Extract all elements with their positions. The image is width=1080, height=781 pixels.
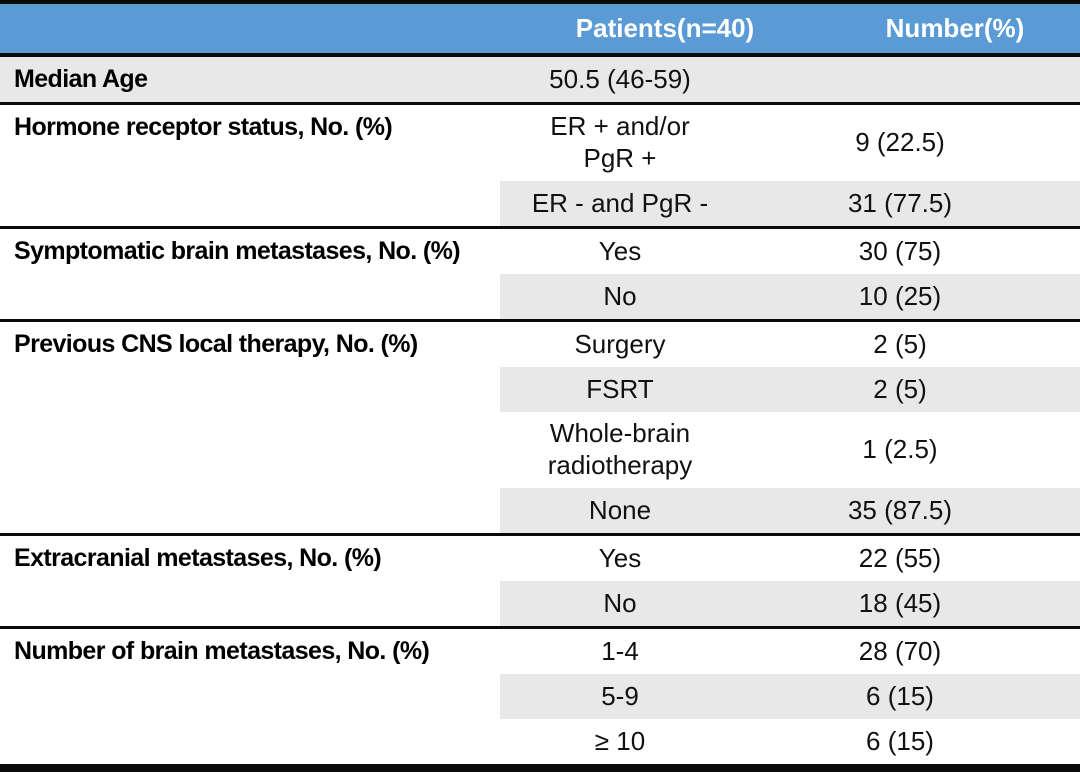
table-row: Yes 22 (55) xyxy=(500,536,1080,581)
table-row: 1-4 28 (70) xyxy=(500,629,1080,674)
patients-cell: Whole-brain radiotherapy xyxy=(547,418,693,480)
number-cell: 30 (75) xyxy=(858,235,942,266)
patients-cell: No xyxy=(603,280,637,311)
group-label: Median Age xyxy=(14,65,148,93)
table-body: Median Age 50.5 (46-59) Hormone receptor s… xyxy=(0,57,1080,764)
table-row: ER + and/or PgR + 9 (22.5) xyxy=(500,105,1080,181)
group-label: Extracranial metastases, No. (%) xyxy=(14,544,382,572)
table-row: 5-9 6 (15) xyxy=(500,674,1080,719)
table-group: Symptomatic brain metastases, No. (%) Yes… xyxy=(0,229,1080,319)
table-row: Whole-brain radiotherapy 1 (2.5) xyxy=(500,412,1080,488)
group-separator xyxy=(0,533,1080,536)
patients-cell: Surgery xyxy=(574,328,666,359)
table-row: No 10 (25) xyxy=(500,274,1080,319)
number-cell: 18 (45) xyxy=(858,587,942,618)
table-row: 50.5 (46-59) xyxy=(500,57,1080,102)
number-cell: 2 (5) xyxy=(873,373,927,404)
table-row: ≥ 10 6 (15) xyxy=(500,719,1080,764)
table-group: Extracranial metastases, No. (%) Yes 22 (5… xyxy=(0,536,1080,626)
table-row: Yes 30 (75) xyxy=(500,229,1080,274)
group-subrows: 50.5 (46-59) xyxy=(500,57,1080,102)
number-cell: 22 (55) xyxy=(858,542,942,573)
header-number: Number(%) xyxy=(885,13,1025,43)
number-cell: 10 (25) xyxy=(858,280,942,311)
group-label: Hormone receptor status, No. (%) xyxy=(14,113,393,141)
number-cell: 6 (15) xyxy=(866,680,934,711)
number-cell: 35 (87.5) xyxy=(847,494,953,525)
table-top-border xyxy=(0,0,1080,4)
table-bottom-border xyxy=(0,764,1080,772)
patients-cell: ≥ 10 xyxy=(594,725,646,756)
patients-cell: None xyxy=(588,494,652,525)
table-header-row: Patients(n=40) Number(%) xyxy=(0,4,1080,57)
number-cell: 31 (77.5) xyxy=(847,187,953,218)
patients-cell: Yes xyxy=(598,542,642,573)
table-row: ER - and PgR - 31 (77.5) xyxy=(500,181,1080,226)
patients-cell: ER - and PgR - xyxy=(531,187,709,218)
group-subrows: ER + and/or PgR + 9 (22.5) ER - and PgR - 3… xyxy=(500,105,1080,226)
number-cell: 9 (22.5) xyxy=(855,127,945,158)
number-cell: 6 (15) xyxy=(866,725,934,756)
patients-cell: 50.5 (46-59) xyxy=(549,63,691,94)
number-cell: 28 (70) xyxy=(858,635,942,666)
group-label: Number of brain metastases, No. (%) xyxy=(14,637,430,665)
table-group: Number of brain metastases, No. (%) 1-4 28… xyxy=(0,629,1080,764)
table-row: None 35 (87.5) xyxy=(500,488,1080,533)
group-subrows: 1-4 28 (70) 5-9 6 (15) ≥ 10 6 (15) xyxy=(500,629,1080,764)
patients-cell: No xyxy=(603,587,637,618)
patients-cell: Yes xyxy=(598,235,642,266)
patients-cell: 1-4 xyxy=(601,635,639,666)
number-cell: 2 (5) xyxy=(873,328,927,359)
group-subrows: Yes 22 (55) No 18 (45) xyxy=(500,536,1080,626)
patients-cell: FSRT xyxy=(586,373,654,404)
group-separator xyxy=(0,626,1080,629)
group-subrows: Yes 30 (75) No 10 (25) xyxy=(500,229,1080,319)
patients-cell: ER + and/or PgR + xyxy=(550,111,690,173)
table-group: Previous CNS local therapy, No. (%) Surge… xyxy=(0,322,1080,533)
table-row: Surgery 2 (5) xyxy=(500,322,1080,367)
group-label: Symptomatic brain metastases, No. (%) xyxy=(14,237,461,265)
patients-cell: 5-9 xyxy=(601,680,639,711)
table-row: FSRT 2 (5) xyxy=(500,367,1080,412)
number-cell: 1 (2.5) xyxy=(862,434,938,465)
group-separator xyxy=(0,319,1080,322)
table-group: Hormone receptor status, No. (%) ER + and… xyxy=(0,105,1080,226)
table-group: Median Age 50.5 (46-59) xyxy=(0,57,1080,102)
group-separator xyxy=(0,226,1080,229)
group-label: Previous CNS local therapy, No. (%) xyxy=(14,330,418,358)
group-subrows: Surgery 2 (5) FSRT 2 (5) Whole-brain radioth… xyxy=(500,322,1080,533)
header-patients: Patients(n=40) xyxy=(575,13,755,43)
group-separator xyxy=(0,102,1080,105)
table-row: No 18 (45) xyxy=(500,581,1080,626)
